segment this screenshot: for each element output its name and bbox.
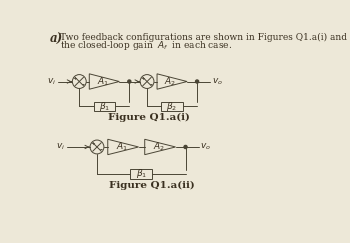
Text: $\beta_2$: $\beta_2$	[167, 100, 178, 113]
Text: $v_o$: $v_o$	[212, 76, 223, 87]
Text: $A_1$: $A_1$	[116, 141, 128, 153]
Text: -: -	[82, 82, 85, 88]
Text: $A_1$: $A_1$	[97, 75, 109, 88]
Text: Figure Q1.a(i): Figure Q1.a(i)	[108, 113, 189, 122]
Text: Two feedback configurations are shown in Figures Q1.a(i) and Q1.a(ii). Derive: Two feedback configurations are shown in…	[60, 33, 350, 42]
Text: $\beta_1$: $\beta_1$	[99, 100, 110, 113]
Circle shape	[196, 80, 198, 83]
Bar	[93, 102, 115, 111]
Text: -: -	[150, 82, 153, 88]
Text: the closed-loop gain  $A_f$  in each case.: the closed-loop gain $A_f$ in each case.	[60, 39, 232, 52]
Text: +: +	[73, 76, 77, 81]
Bar	[161, 102, 183, 111]
Circle shape	[184, 145, 187, 148]
Bar	[131, 169, 152, 179]
Text: Figure Q1.a(ii): Figure Q1.a(ii)	[109, 181, 195, 190]
Text: +: +	[141, 76, 145, 81]
Text: $v_i$: $v_i$	[56, 142, 65, 152]
Text: -: -	[100, 148, 103, 153]
Text: $v_i$: $v_i$	[47, 76, 56, 87]
Text: $A_2$: $A_2$	[164, 75, 176, 88]
Text: a): a)	[50, 33, 63, 46]
Text: +: +	[91, 141, 95, 146]
Text: $A_2$: $A_2$	[153, 141, 164, 153]
Text: $v_o$: $v_o$	[200, 142, 211, 152]
Text: $\beta_1$: $\beta_1$	[136, 167, 147, 180]
Circle shape	[128, 80, 131, 83]
